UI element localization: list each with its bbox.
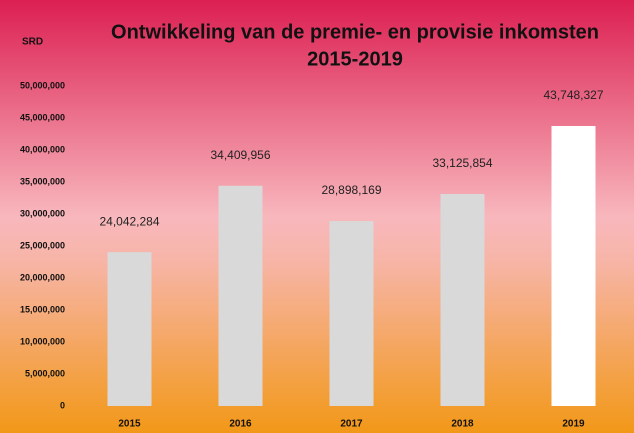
bar [440,193,485,406]
bar [329,221,374,406]
y-tick-label: 35,000,000 [20,176,65,186]
chart-subtitle: 2015-2019 [307,48,403,70]
data-label: 28,898,169 [321,183,381,197]
x-tick-label: 2019 [562,419,585,430]
data-label: 24,042,284 [99,214,159,228]
y-axis-label: SRD [22,37,43,48]
y-tick-label: 0 [60,400,65,410]
chart-title: Ontwikkeling van de premie- en provisie … [111,21,599,43]
x-tick-label: 2017 [340,419,363,430]
y-tick-label: 20,000,000 [20,272,65,282]
data-label: 43,748,327 [543,88,603,102]
y-tick-label: 45,000,000 [20,112,65,122]
y-tick-label: 30,000,000 [20,208,65,218]
y-tick-label: 5,000,000 [25,368,65,378]
bar [107,252,152,406]
x-tick-label: 2018 [451,419,474,430]
y-tick-label: 40,000,000 [20,144,65,154]
y-tick-label: 15,000,000 [20,304,65,314]
data-label: 34,409,956 [210,148,270,162]
bar [551,126,596,406]
data-label: 33,125,854 [432,156,492,170]
y-tick-label: 25,000,000 [20,240,65,250]
y-tick-label: 50,000,000 [20,80,65,90]
y-tick-label: 10,000,000 [20,336,65,346]
x-tick-label: 2015 [118,419,141,430]
bar [218,185,263,406]
x-tick-label: 2016 [229,419,252,430]
